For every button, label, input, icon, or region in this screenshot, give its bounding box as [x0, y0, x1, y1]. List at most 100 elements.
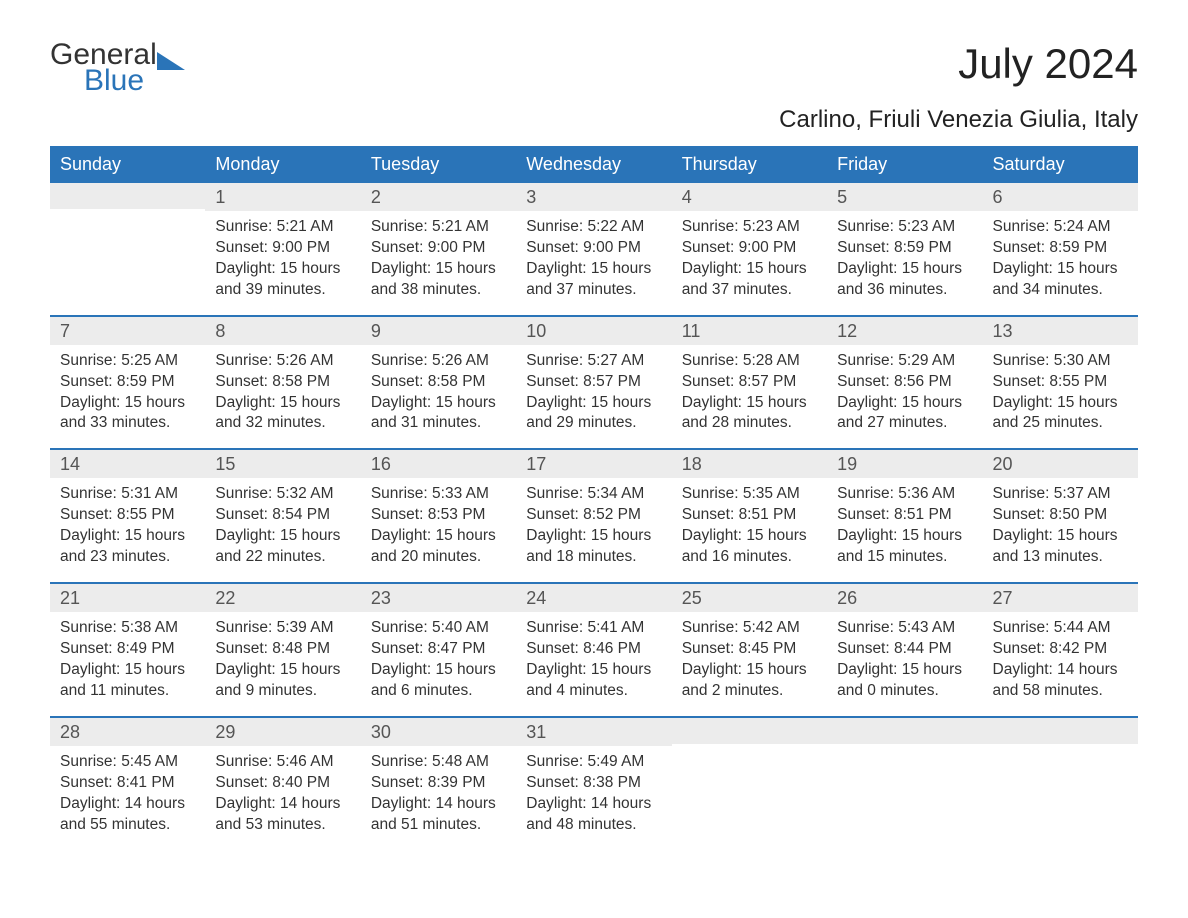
day-number: 26	[827, 584, 982, 612]
day-details: Sunrise: 5:32 AMSunset: 8:54 PMDaylight:…	[205, 478, 360, 582]
calendar-cell: 1Sunrise: 5:21 AMSunset: 9:00 PMDaylight…	[205, 183, 360, 316]
sunrise-line: Sunrise: 5:40 AM	[371, 618, 506, 639]
sunset-value: 9:00 PM	[583, 239, 641, 256]
sunset-line: Sunset: 9:00 PM	[215, 238, 350, 259]
sunset-line: Sunset: 8:59 PM	[993, 238, 1128, 259]
sunset-value: 8:59 PM	[1049, 239, 1107, 256]
day-number: 18	[672, 450, 827, 478]
sunrise-value: 5:44 AM	[1054, 619, 1111, 636]
sunrise-line: Sunrise: 5:29 AM	[837, 351, 972, 372]
sunrise-value: 5:22 AM	[587, 218, 644, 235]
sunrise-line: Sunrise: 5:38 AM	[60, 618, 195, 639]
sunset-label: Sunset:	[60, 373, 113, 390]
sunset-label: Sunset:	[526, 506, 579, 523]
day-number: 29	[205, 718, 360, 746]
day-details: Sunrise: 5:23 AMSunset: 8:59 PMDaylight:…	[827, 211, 982, 315]
sunset-line: Sunset: 8:52 PM	[526, 505, 661, 526]
daylight-label: Daylight:	[215, 795, 275, 812]
daylight-line: Daylight: 14 hours and 55 minutes.	[60, 794, 195, 836]
daylight-label: Daylight:	[371, 260, 431, 277]
sunrise-value: 5:28 AM	[743, 352, 800, 369]
sunset-value: 8:45 PM	[739, 640, 797, 657]
calendar-cell: 12Sunrise: 5:29 AMSunset: 8:56 PMDayligh…	[827, 316, 982, 450]
sunset-line: Sunset: 8:41 PM	[60, 773, 195, 794]
sunset-value: 8:54 PM	[272, 506, 330, 523]
sunset-value: 8:51 PM	[739, 506, 797, 523]
sunrise-label: Sunrise:	[371, 753, 428, 770]
sunset-value: 8:47 PM	[428, 640, 486, 657]
day-details: Sunrise: 5:25 AMSunset: 8:59 PMDaylight:…	[50, 345, 205, 449]
sunrise-line: Sunrise: 5:21 AM	[215, 217, 350, 238]
sunrise-value: 5:21 AM	[277, 218, 334, 235]
sunset-line: Sunset: 8:53 PM	[371, 505, 506, 526]
calendar-cell: 2Sunrise: 5:21 AMSunset: 9:00 PMDaylight…	[361, 183, 516, 316]
sunrise-value: 5:23 AM	[898, 218, 955, 235]
day-number: 25	[672, 584, 827, 612]
sunset-label: Sunset:	[682, 239, 735, 256]
sunrise-label: Sunrise:	[682, 352, 739, 369]
sunset-label: Sunset:	[682, 506, 735, 523]
sunrise-line: Sunrise: 5:43 AM	[837, 618, 972, 639]
sunrise-line: Sunrise: 5:48 AM	[371, 752, 506, 773]
sunrise-value: 5:41 AM	[587, 619, 644, 636]
sunrise-value: 5:25 AM	[121, 352, 178, 369]
calendar-cell: 24Sunrise: 5:41 AMSunset: 8:46 PMDayligh…	[516, 583, 671, 717]
calendar-cell: 15Sunrise: 5:32 AMSunset: 8:54 PMDayligh…	[205, 449, 360, 583]
sunset-line: Sunset: 8:58 PM	[215, 372, 350, 393]
sunset-label: Sunset:	[526, 640, 579, 657]
daylight-label: Daylight:	[682, 661, 742, 678]
sunrise-line: Sunrise: 5:24 AM	[993, 217, 1128, 238]
daylight-line: Daylight: 15 hours and 23 minutes.	[60, 526, 195, 568]
sunset-label: Sunset:	[215, 506, 268, 523]
sunset-label: Sunset:	[993, 640, 1046, 657]
sunset-value: 8:48 PM	[272, 640, 330, 657]
calendar-header-row: Sunday Monday Tuesday Wednesday Thursday…	[50, 146, 1138, 183]
sunrise-value: 5:42 AM	[743, 619, 800, 636]
day-number: 6	[983, 183, 1138, 211]
sunset-label: Sunset:	[526, 239, 579, 256]
daylight-line: Daylight: 15 hours and 18 minutes.	[526, 526, 661, 568]
sunrise-line: Sunrise: 5:46 AM	[215, 752, 350, 773]
calendar-cell: 4Sunrise: 5:23 AMSunset: 9:00 PMDaylight…	[672, 183, 827, 316]
day-details: Sunrise: 5:29 AMSunset: 8:56 PMDaylight:…	[827, 345, 982, 449]
sunrise-value: 5:34 AM	[587, 485, 644, 502]
daylight-label: Daylight:	[526, 260, 586, 277]
daylight-label: Daylight:	[682, 260, 742, 277]
sunset-label: Sunset:	[526, 774, 579, 791]
sunset-line: Sunset: 8:50 PM	[993, 505, 1128, 526]
sunset-line: Sunset: 8:56 PM	[837, 372, 972, 393]
calendar-cell: 3Sunrise: 5:22 AMSunset: 9:00 PMDaylight…	[516, 183, 671, 316]
day-number: 14	[50, 450, 205, 478]
calendar-cell: 6Sunrise: 5:24 AMSunset: 8:59 PMDaylight…	[983, 183, 1138, 316]
calendar-cell: 23Sunrise: 5:40 AMSunset: 8:47 PMDayligh…	[361, 583, 516, 717]
sunrise-value: 5:36 AM	[898, 485, 955, 502]
daylight-line: Daylight: 15 hours and 25 minutes.	[993, 393, 1128, 435]
day-details: Sunrise: 5:49 AMSunset: 8:38 PMDaylight:…	[516, 746, 671, 850]
sunrise-value: 5:40 AM	[432, 619, 489, 636]
day-number: 9	[361, 317, 516, 345]
sunset-value: 8:44 PM	[894, 640, 952, 657]
sunset-value: 8:49 PM	[117, 640, 175, 657]
sunset-label: Sunset:	[371, 640, 424, 657]
sunset-line: Sunset: 8:44 PM	[837, 639, 972, 660]
col-wednesday: Wednesday	[516, 146, 671, 183]
day-number: 4	[672, 183, 827, 211]
day-details: Sunrise: 5:35 AMSunset: 8:51 PMDaylight:…	[672, 478, 827, 582]
col-saturday: Saturday	[983, 146, 1138, 183]
daylight-label: Daylight:	[526, 795, 586, 812]
calendar-cell: 10Sunrise: 5:27 AMSunset: 8:57 PMDayligh…	[516, 316, 671, 450]
day-number: 28	[50, 718, 205, 746]
col-sunday: Sunday	[50, 146, 205, 183]
sunrise-line: Sunrise: 5:44 AM	[993, 618, 1128, 639]
day-number: 24	[516, 584, 671, 612]
sunrise-label: Sunrise:	[60, 352, 117, 369]
sunrise-value: 5:43 AM	[898, 619, 955, 636]
sunrise-value: 5:45 AM	[121, 753, 178, 770]
daylight-label: Daylight:	[215, 527, 275, 544]
calendar-cell: 21Sunrise: 5:38 AMSunset: 8:49 PMDayligh…	[50, 583, 205, 717]
sunset-line: Sunset: 8:51 PM	[682, 505, 817, 526]
sunset-line: Sunset: 8:42 PM	[993, 639, 1128, 660]
sunset-value: 8:59 PM	[117, 373, 175, 390]
sunset-value: 8:56 PM	[894, 373, 952, 390]
sunrise-line: Sunrise: 5:25 AM	[60, 351, 195, 372]
